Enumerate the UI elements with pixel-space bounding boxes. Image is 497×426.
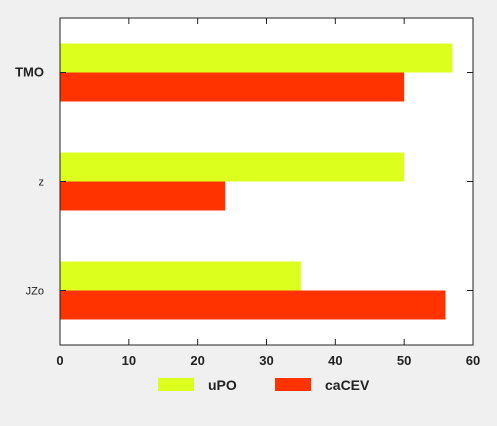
legend-swatch-caCEV — [275, 378, 311, 391]
x-axis: 0 10 20 30 40 50 60 — [56, 18, 480, 368]
y-tick-label: TMO — [15, 65, 44, 80]
legend-label-caCEV: caCEV — [325, 377, 370, 393]
y-tick-label: JZo — [26, 286, 44, 298]
bar-caCEV-TMO — [60, 72, 405, 102]
x-tick-label: 20 — [190, 353, 204, 368]
x-tick-label: 30 — [259, 353, 273, 368]
bar-caCEV-z — [60, 181, 226, 211]
bars-group — [60, 43, 453, 320]
x-tick-label: 10 — [122, 353, 136, 368]
y-tick-label: z — [39, 177, 45, 189]
x-tick-label: 40 — [328, 353, 342, 368]
bar-uPO-JZo — [60, 261, 301, 291]
bar-caCEV-JZo — [60, 290, 446, 320]
bar-uPO-z — [60, 152, 405, 182]
x-tick-label: 50 — [397, 353, 411, 368]
y-axis: JZo z TMO — [15, 65, 473, 298]
legend-label-uPO: uPO — [208, 377, 237, 393]
legend: uPO caCEV — [158, 377, 370, 393]
x-tick-label: 60 — [466, 353, 480, 368]
x-tick-label: 0 — [56, 353, 63, 368]
bar-uPO-TMO — [60, 43, 453, 73]
legend-swatch-uPO — [158, 378, 194, 391]
